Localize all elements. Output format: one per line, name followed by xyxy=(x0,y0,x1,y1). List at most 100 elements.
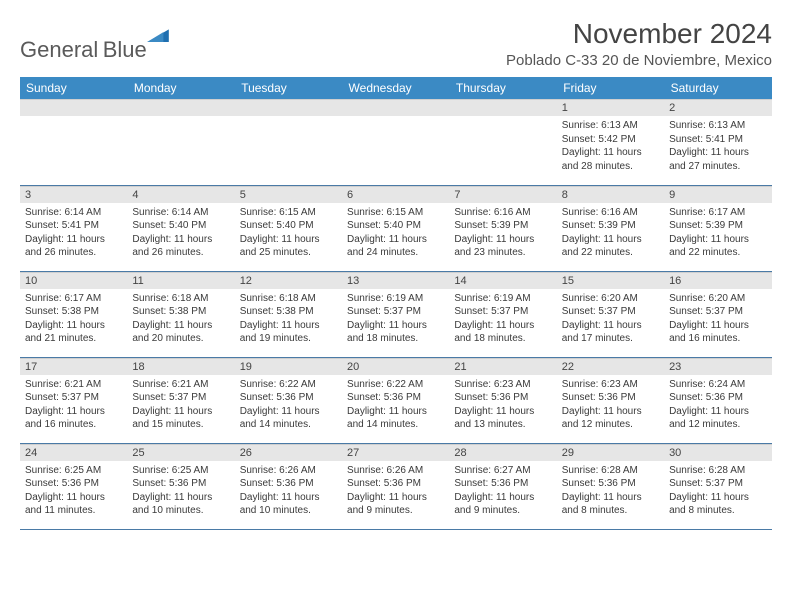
day-info: Sunrise: 6:16 AMSunset: 5:39 PMDaylight:… xyxy=(557,203,664,264)
day-header: Monday xyxy=(127,77,234,99)
sunrise-text: Sunrise: 6:16 AM xyxy=(454,206,551,220)
sunrise-text: Sunrise: 6:27 AM xyxy=(454,464,551,478)
day-header: Sunday xyxy=(20,77,127,99)
daylight-text: Daylight: 11 hours and 10 minutes. xyxy=(240,491,337,518)
daylight-text: Daylight: 11 hours and 12 minutes. xyxy=(562,405,659,432)
calendar-week-row: 10Sunrise: 6:17 AMSunset: 5:38 PMDayligh… xyxy=(20,271,772,357)
day-info: Sunrise: 6:17 AMSunset: 5:39 PMDaylight:… xyxy=(664,203,771,264)
sunset-text: Sunset: 5:36 PM xyxy=(669,391,766,405)
sunset-text: Sunset: 5:37 PM xyxy=(25,391,122,405)
sunrise-text: Sunrise: 6:14 AM xyxy=(25,206,122,220)
sunrise-text: Sunrise: 6:25 AM xyxy=(25,464,122,478)
sunrise-text: Sunrise: 6:21 AM xyxy=(132,378,229,392)
day-number: 14 xyxy=(449,272,556,289)
sunrise-text: Sunrise: 6:19 AM xyxy=(347,292,444,306)
daylight-text: Daylight: 11 hours and 15 minutes. xyxy=(132,405,229,432)
sunset-text: Sunset: 5:39 PM xyxy=(669,219,766,233)
sunset-text: Sunset: 5:36 PM xyxy=(454,391,551,405)
sunrise-text: Sunrise: 6:16 AM xyxy=(562,206,659,220)
day-info: Sunrise: 6:21 AMSunset: 5:37 PMDaylight:… xyxy=(127,375,234,436)
day-number xyxy=(449,99,556,116)
sunrise-text: Sunrise: 6:26 AM xyxy=(240,464,337,478)
sunset-text: Sunset: 5:38 PM xyxy=(240,305,337,319)
sunset-text: Sunset: 5:36 PM xyxy=(132,477,229,491)
calendar-day-cell: 5Sunrise: 6:15 AMSunset: 5:40 PMDaylight… xyxy=(235,185,342,271)
day-number: 5 xyxy=(235,186,342,203)
calendar-day-cell: 24Sunrise: 6:25 AMSunset: 5:36 PMDayligh… xyxy=(20,443,127,529)
daylight-text: Daylight: 11 hours and 11 minutes. xyxy=(25,491,122,518)
calendar-week-row: 17Sunrise: 6:21 AMSunset: 5:37 PMDayligh… xyxy=(20,357,772,443)
calendar-day-cell: 9Sunrise: 6:17 AMSunset: 5:39 PMDaylight… xyxy=(664,185,771,271)
day-number: 6 xyxy=(342,186,449,203)
sunset-text: Sunset: 5:36 PM xyxy=(562,477,659,491)
sunrise-text: Sunrise: 6:26 AM xyxy=(347,464,444,478)
sunrise-text: Sunrise: 6:17 AM xyxy=(25,292,122,306)
calendar-day-cell: 14Sunrise: 6:19 AMSunset: 5:37 PMDayligh… xyxy=(449,271,556,357)
daylight-text: Daylight: 11 hours and 14 minutes. xyxy=(240,405,337,432)
calendar-day-cell: 28Sunrise: 6:27 AMSunset: 5:36 PMDayligh… xyxy=(449,443,556,529)
day-info: Sunrise: 6:19 AMSunset: 5:37 PMDaylight:… xyxy=(342,289,449,350)
calendar-day-cell: 21Sunrise: 6:23 AMSunset: 5:36 PMDayligh… xyxy=(449,357,556,443)
sunrise-text: Sunrise: 6:23 AM xyxy=(562,378,659,392)
calendar-week-row: 1Sunrise: 6:13 AMSunset: 5:42 PMDaylight… xyxy=(20,99,772,185)
daylight-text: Daylight: 11 hours and 27 minutes. xyxy=(669,146,766,173)
sunset-text: Sunset: 5:42 PM xyxy=(562,133,659,147)
calendar-day-cell: 7Sunrise: 6:16 AMSunset: 5:39 PMDaylight… xyxy=(449,185,556,271)
daylight-text: Daylight: 11 hours and 22 minutes. xyxy=(562,233,659,260)
day-info: Sunrise: 6:27 AMSunset: 5:36 PMDaylight:… xyxy=(449,461,556,522)
sunrise-text: Sunrise: 6:25 AM xyxy=(132,464,229,478)
calendar-body: 1Sunrise: 6:13 AMSunset: 5:42 PMDaylight… xyxy=(20,99,772,529)
daylight-text: Daylight: 11 hours and 8 minutes. xyxy=(669,491,766,518)
day-number: 4 xyxy=(127,186,234,203)
sunset-text: Sunset: 5:39 PM xyxy=(562,219,659,233)
daylight-text: Daylight: 11 hours and 25 minutes. xyxy=(240,233,337,260)
calendar-day-cell: 2 Sunrise: 6:13 AMSunset: 5:41 PMDaylight… xyxy=(664,99,771,185)
sunset-text: Sunset: 5:36 PM xyxy=(347,391,444,405)
sunset-text: Sunset: 5:36 PM xyxy=(240,477,337,491)
sunrise-text: Sunrise: 6:15 AM xyxy=(240,206,337,220)
daylight-text: Daylight: 11 hours and 20 minutes. xyxy=(132,319,229,346)
calendar-day-cell xyxy=(20,99,127,185)
calendar-day-cell: 13Sunrise: 6:19 AMSunset: 5:37 PMDayligh… xyxy=(342,271,449,357)
daylight-text: Daylight: 11 hours and 8 minutes. xyxy=(562,491,659,518)
day-info: Sunrise: 6:18 AMSunset: 5:38 PMDaylight:… xyxy=(235,289,342,350)
sunset-text: Sunset: 5:36 PM xyxy=(562,391,659,405)
sunrise-text: Sunrise: 6:13 AM xyxy=(669,119,766,133)
day-number: 2 xyxy=(664,99,771,116)
daylight-text: Daylight: 11 hours and 12 minutes. xyxy=(669,405,766,432)
day-number xyxy=(235,99,342,116)
day-info: Sunrise: 6:22 AMSunset: 5:36 PMDaylight:… xyxy=(342,375,449,436)
daylight-text: Daylight: 11 hours and 13 minutes. xyxy=(454,405,551,432)
calendar-day-cell xyxy=(449,99,556,185)
day-number: 28 xyxy=(449,444,556,461)
calendar-header-row: SundayMondayTuesdayWednesdayThursdayFrid… xyxy=(20,77,772,99)
day-number: 20 xyxy=(342,358,449,375)
day-info: Sunrise: 6:14 AMSunset: 5:40 PMDaylight:… xyxy=(127,203,234,264)
day-number: 10 xyxy=(20,272,127,289)
brand-text: General Blue xyxy=(20,39,147,62)
calendar-day-cell: 26Sunrise: 6:26 AMSunset: 5:36 PMDayligh… xyxy=(235,443,342,529)
calendar-day-cell xyxy=(342,99,449,185)
day-info: Sunrise: 6:28 AMSunset: 5:36 PMDaylight:… xyxy=(557,461,664,522)
sunrise-text: Sunrise: 6:24 AM xyxy=(669,378,766,392)
day-number xyxy=(20,99,127,116)
day-number: 23 xyxy=(664,358,771,375)
day-number: 27 xyxy=(342,444,449,461)
sunset-text: Sunset: 5:41 PM xyxy=(669,133,766,147)
calendar-day-cell: 25Sunrise: 6:25 AMSunset: 5:36 PMDayligh… xyxy=(127,443,234,529)
day-info: Sunrise: 6:26 AMSunset: 5:36 PMDaylight:… xyxy=(342,461,449,522)
brand-line2: Blue xyxy=(103,37,147,62)
day-number: 16 xyxy=(664,272,771,289)
day-info: Sunrise: 6:20 AMSunset: 5:37 PMDaylight:… xyxy=(664,289,771,350)
sunrise-text: Sunrise: 6:13 AM xyxy=(562,119,659,133)
day-header: Thursday xyxy=(449,77,556,99)
day-number: 18 xyxy=(127,358,234,375)
day-info: Sunrise: 6:17 AMSunset: 5:38 PMDaylight:… xyxy=(20,289,127,350)
day-info: Sunrise: 6:14 AMSunset: 5:41 PMDaylight:… xyxy=(20,203,127,264)
day-number: 1 xyxy=(557,99,664,116)
day-number: 3 xyxy=(20,186,127,203)
sunrise-text: Sunrise: 6:20 AM xyxy=(669,292,766,306)
sunset-text: Sunset: 5:39 PM xyxy=(454,219,551,233)
calendar-day-cell: 23 Sunrise: 6:24 AMSunset: 5:36 PMDayligh… xyxy=(664,357,771,443)
day-number xyxy=(127,99,234,116)
